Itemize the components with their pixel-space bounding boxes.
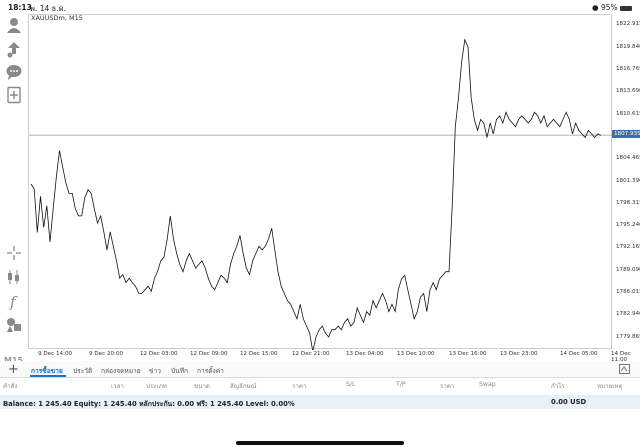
tab-news[interactable]: ข่าว <box>149 367 161 375</box>
home-indicator <box>236 441 404 445</box>
shapes-icon[interactable] <box>5 316 23 334</box>
y-tick-label: 1816.765 <box>616 66 640 73</box>
col-size: ขนาด <box>194 383 210 390</box>
y-tick-label: 1813.690 <box>616 88 640 95</box>
x-tick-label: 13 Dec 16:00 <box>449 351 487 357</box>
function-icon[interactable]: f <box>5 292 23 310</box>
x-tick-label: 9 Dec 14:00 <box>38 351 73 357</box>
col-comment: หมายเหตุ <box>597 383 623 390</box>
x-tick-label: 12 Dec 09:00 <box>190 351 228 357</box>
orders-header: คำสั่ง เวลา ประเภท ขนาด สัญลักษณ์ ราคา S… <box>0 379 640 391</box>
timeframe-button[interactable]: M15 <box>4 356 23 365</box>
candles-icon[interactable] <box>5 268 23 286</box>
x-tick-label: 14 Dec 05:00 <box>560 351 598 357</box>
tab-history[interactable]: ประวัติ <box>73 367 93 375</box>
y-tick-label: 1795.240 <box>616 222 640 229</box>
price-series-line <box>30 38 602 350</box>
y-axis: 1822.915 1819.840 1816.765 1813.690 1810.615… <box>612 14 640 349</box>
col-profit: กำไร <box>551 383 565 390</box>
y-tick-label: 1789.090 <box>616 266 640 273</box>
status-date: พ. 14 ธ.ค. <box>30 4 67 13</box>
crosshair-icon[interactable] <box>5 244 23 262</box>
status-bar: 18:13 พ. 14 ธ.ค. ● 95% <box>0 0 640 14</box>
col-time: เวลา <box>111 383 124 390</box>
balance-profit: 0.00 USD <box>551 398 587 406</box>
expand-panel-icon[interactable] <box>619 364 630 374</box>
x-tick-label: 13 Dec 10:00 <box>397 351 435 357</box>
col-symbol: สัญลักษณ์ <box>230 383 257 390</box>
balance-row: Balance: 1 245.40 Equity: 1 245.40 หลักป… <box>0 395 640 409</box>
x-tick-label: 12 Dec 21:00 <box>292 351 330 357</box>
y-tick-label: 1810.615 <box>616 110 640 117</box>
col-price-current: ราคา <box>440 383 455 390</box>
x-tick-label: 12 Dec 15:00 <box>240 351 278 357</box>
upload-icon[interactable] <box>5 40 23 58</box>
col-swap: Swap <box>479 381 496 388</box>
col-sl: S/L <box>346 381 356 388</box>
y-tick-label: 1786.015 <box>616 289 640 296</box>
x-tick-label: 13 Dec 04:00 <box>346 351 384 357</box>
y-tick-label: 1801.390 <box>616 177 640 184</box>
tab-journal[interactable]: บันทึก <box>171 367 189 375</box>
y-tick-label: 1819.840 <box>616 43 640 50</box>
current-price-badge: 1807.935 <box>612 130 640 139</box>
col-type: ประเภท <box>146 383 167 390</box>
add-icon[interactable]: + <box>8 362 19 377</box>
bottom-tabs: + การซื้อขาย ประวัติ กล่องจดหมาย ข่าว บั… <box>0 361 640 378</box>
chat-icon[interactable] <box>5 63 23 81</box>
col-tp: T/P <box>396 381 406 388</box>
svg-text:f: f <box>9 293 18 310</box>
y-tick-label: 1782.940 <box>616 311 640 318</box>
tab-mailbox[interactable]: กล่องจดหมาย <box>101 367 141 375</box>
y-tick-label: 1798.315 <box>616 199 640 206</box>
tab-settings[interactable]: การตั้งค่า <box>197 367 224 375</box>
wifi-icon: ● <box>592 3 599 12</box>
tab-trade[interactable]: การซื้อขาย <box>31 367 63 375</box>
col-price: ราคา <box>292 383 307 390</box>
status-time: 18:13 <box>8 3 32 12</box>
x-tick-label: 14 Dec 11:00 <box>611 351 631 363</box>
y-tick-label: 1804.465 <box>616 155 640 162</box>
status-right: ● 95% <box>592 3 632 12</box>
y-tick-label: 1779.865 <box>616 333 640 340</box>
chart-canvas <box>29 38 613 350</box>
x-tick-label: 12 Dec 03:00 <box>140 351 178 357</box>
y-tick-label: 1792.165 <box>616 244 640 251</box>
x-tick-label: 9 Dec 20:00 <box>89 351 124 357</box>
x-tick-label: 13 Dec 23:00 <box>500 351 538 357</box>
battery-icon <box>620 5 632 11</box>
person-icon[interactable] <box>5 16 23 34</box>
battery-text: 95% <box>600 3 618 12</box>
balance-text: Balance: 1 245.40 Equity: 1 245.40 หลักป… <box>3 400 295 408</box>
symbol-label: XAUUSDm, M15 <box>31 14 83 22</box>
active-tab-indicator <box>30 375 66 377</box>
add-file-icon[interactable] <box>5 86 23 104</box>
y-tick-label: 1822.915 <box>616 21 640 28</box>
price-chart[interactable] <box>28 14 613 350</box>
col-order: คำสั่ง <box>3 383 18 390</box>
left-toolbar: f M15 <box>0 14 28 365</box>
